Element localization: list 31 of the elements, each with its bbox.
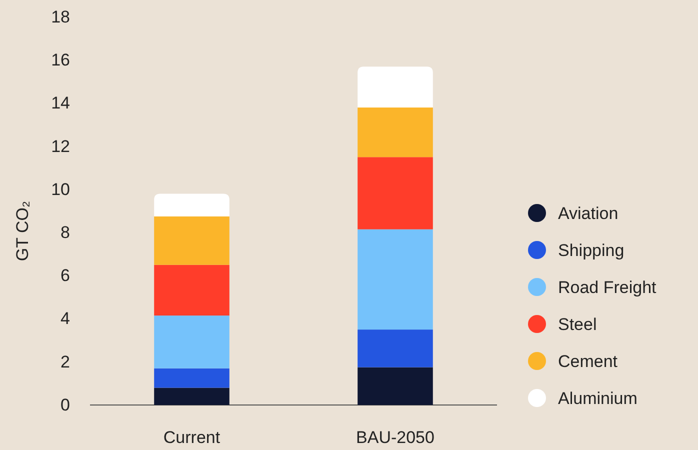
legend-label: Aluminium [558,389,638,408]
y-tick-label: 18 [51,7,70,26]
legend-label: Shipping [558,241,624,260]
legend-label: Road Freight [558,278,657,297]
bar [154,264,230,316]
x-tick-label: Current [163,428,220,448]
bar [358,330,433,368]
y-tick-label: 2 [60,352,70,372]
bar [154,194,230,216]
bar [154,316,230,368]
legend-label: Steel [558,315,597,334]
bar [358,66,433,108]
bar [358,157,433,230]
bar [358,229,433,330]
y-tick-label: 6 [60,266,70,286]
bar [154,388,230,405]
x-tick-label: BAU-2050 [356,428,434,448]
legend-label: Aviation [558,204,618,223]
bar [358,108,433,158]
y-tick-label: 12 [51,136,70,156]
bar [154,216,230,265]
y-tick-label: 8 [60,222,70,242]
bar [358,367,433,405]
bar [154,368,230,388]
y-tick-label: 14 [51,94,70,113]
y-tick-label: 0 [60,395,70,414]
y-axis-title: GT CO₂ [13,200,32,262]
legend-label: Cement [558,352,618,371]
y-tick-label: 10 [51,180,70,199]
y-tick-label: 16 [51,50,70,70]
y-tick-label: 4 [60,309,70,328]
